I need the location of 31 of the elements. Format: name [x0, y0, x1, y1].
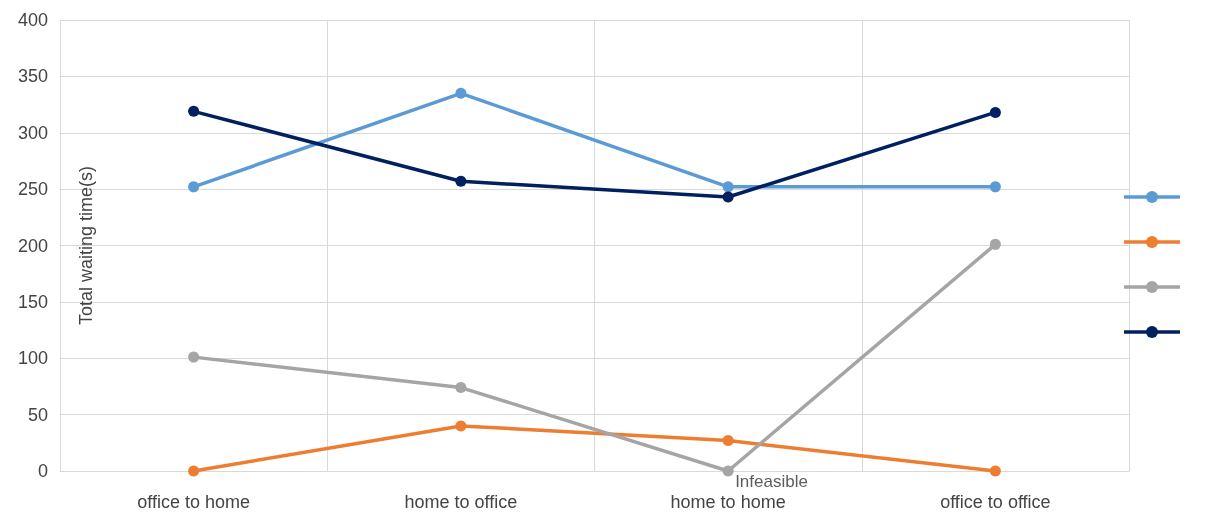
point — [989, 106, 1001, 118]
point — [188, 105, 200, 117]
y-tick-label: 200 — [17, 235, 48, 256]
x-tick-label: office to home — [137, 492, 250, 512]
point — [989, 465, 1001, 477]
y-tick-label: 0 — [37, 461, 48, 481]
point — [722, 181, 734, 193]
point — [722, 435, 734, 447]
point — [722, 465, 734, 477]
y-axis-title: Total waiting time(s) — [76, 165, 96, 326]
point — [455, 175, 467, 187]
point — [188, 351, 200, 363]
point — [455, 87, 467, 99]
y-tick-label: 400 — [17, 10, 48, 30]
y-tick-label: 300 — [17, 122, 48, 143]
x-tick-label: office to office — [940, 492, 1051, 512]
y-tick-label: 100 — [17, 348, 48, 369]
point — [989, 181, 1001, 193]
point — [188, 465, 200, 477]
y-tick-label: 150 — [17, 291, 48, 312]
point — [989, 238, 1001, 250]
y-tick-label: 350 — [17, 66, 48, 87]
x-tick-label: home to home — [670, 492, 786, 512]
point — [722, 191, 734, 203]
point — [188, 181, 200, 193]
point — [455, 382, 467, 394]
x-tick-label: home to office — [404, 492, 518, 512]
point — [455, 420, 467, 432]
y-tick-label: 50 — [27, 404, 48, 425]
y-tick-label: 250 — [17, 179, 48, 200]
annotation: Infeasible — [735, 471, 808, 491]
